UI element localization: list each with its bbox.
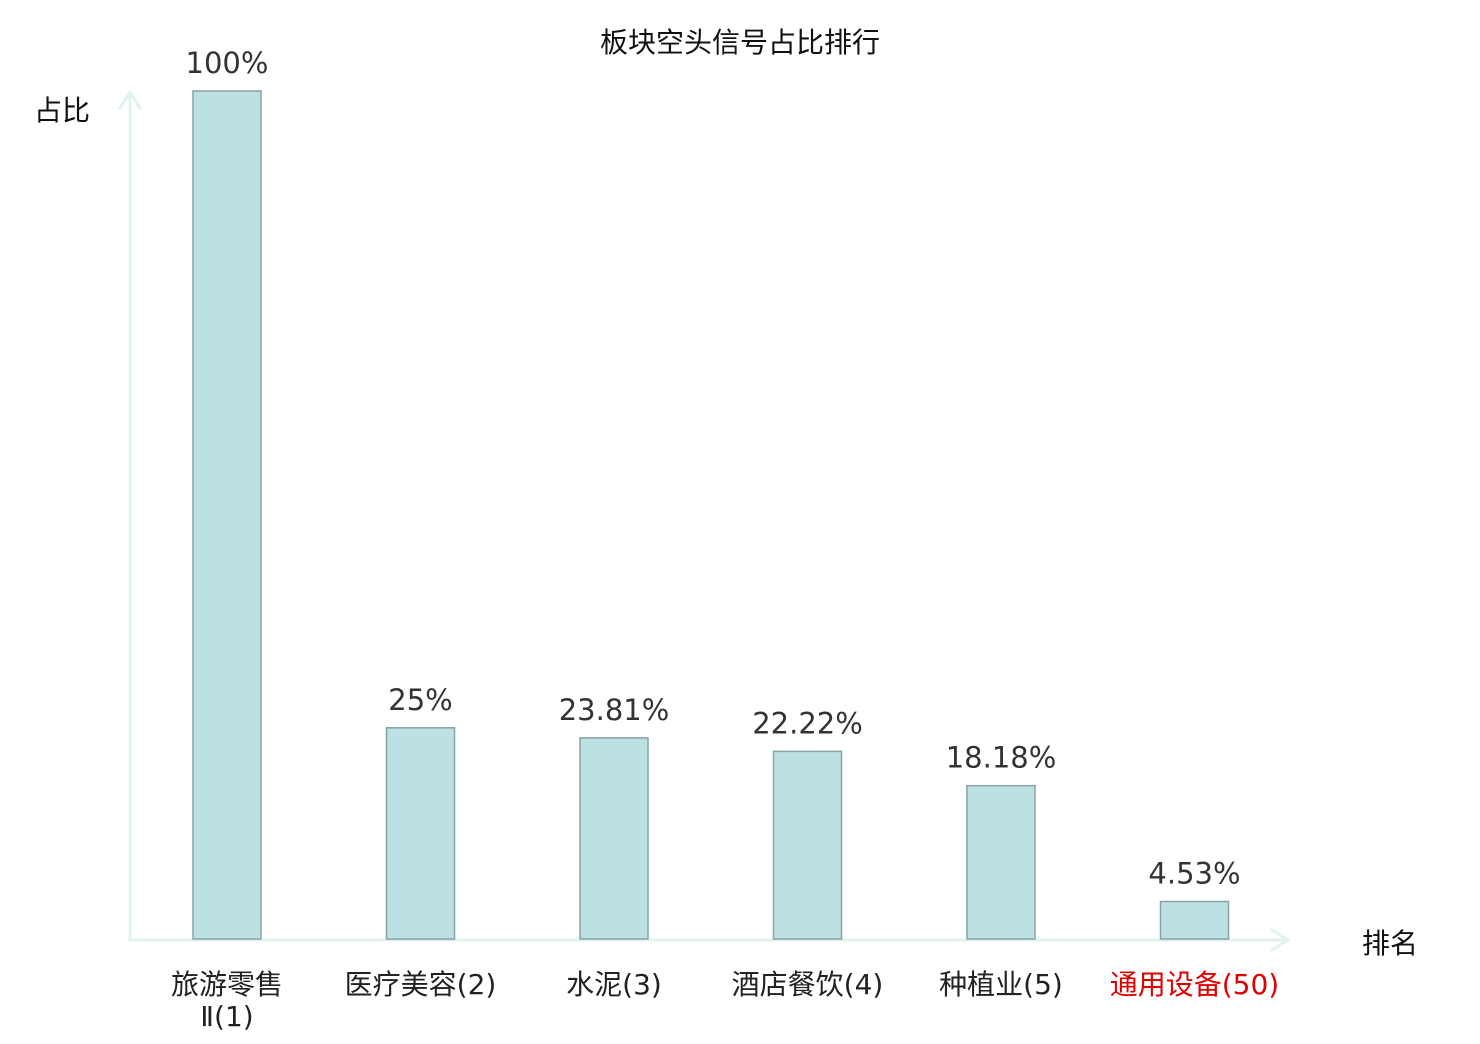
value-labels-group: 100% 25% 23.81% 22.22% 18.18% 4.53% [186,46,1241,891]
y-axis-arrow [118,90,142,110]
x-axis-label: 排名 [1362,927,1418,960]
chart-title: 板块空头信号占比排行 [600,26,880,59]
x-axis-arrow [1270,928,1290,952]
category-label-4: 酒店餐饮(4) [732,968,884,1001]
bar-4 [772,750,843,940]
category-label-1-line2: Ⅱ(1) [200,1000,253,1033]
category-label-1: 旅游零售 [171,968,283,1001]
category-label-6: 通用设备(50) [1110,968,1279,1001]
value-label-3: 23.81% [559,693,670,727]
category-label-3: 水泥(3) [566,968,662,1001]
value-label-6: 4.53% [1148,857,1240,891]
axes [118,90,1290,952]
category-label-2: 医疗美容(2) [345,968,497,1001]
bars-group [192,90,1230,940]
value-label-5: 18.18% [946,741,1057,775]
category-label-5: 种植业(5) [939,968,1063,1001]
bar-6 [1159,900,1230,940]
value-label-2: 25% [388,683,452,717]
bar-5 [966,784,1036,940]
bar-3 [579,737,649,940]
value-label-4: 22.22% [752,706,863,740]
bar-2 [385,727,456,940]
y-axis-label: 占比 [34,94,90,127]
bar-1 [192,90,262,940]
value-label-1: 100% [186,46,269,80]
